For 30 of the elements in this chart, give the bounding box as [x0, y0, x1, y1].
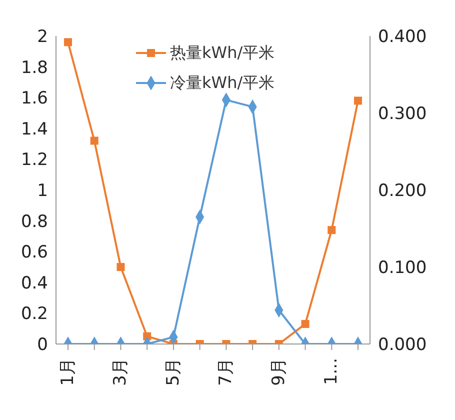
- y-tick-label: 1: [37, 181, 48, 202]
- y-tick-label: 1.6: [20, 88, 48, 109]
- y2-tick-label: 0.200: [378, 181, 427, 202]
- x-tick-label: 3月: [110, 358, 131, 386]
- x-tick-label: 7月: [216, 358, 236, 386]
- y2-tick-label: 0.400: [378, 27, 427, 48]
- y-tick-label: 0.2: [20, 304, 48, 324]
- y-tick-label: 0: [37, 335, 48, 356]
- y2-tick-label: 0.100: [378, 258, 427, 278]
- y-tick-label: 1.4: [20, 119, 48, 140]
- x-tick-label: 1...: [322, 358, 342, 386]
- point: [90, 136, 98, 145]
- point: [328, 226, 336, 234]
- x-tick-label: 5月: [163, 358, 184, 386]
- y-tick-label: 0.6: [20, 242, 48, 263]
- point: [301, 320, 310, 328]
- legend-label: 冷量kWh/平米: [170, 72, 275, 94]
- y-tick-label: 2: [37, 27, 48, 48]
- point: [354, 96, 362, 105]
- y-tick-label: 0.4: [20, 273, 48, 294]
- point: [64, 38, 72, 46]
- y2-tick-label: 0.000: [378, 335, 427, 356]
- legend-label: 热量kWh/平米: [170, 42, 275, 64]
- x-tick-label: 1月: [58, 358, 78, 386]
- y-tick-label: 1.2: [20, 150, 48, 170]
- y2-tick-label: 0.300: [378, 104, 427, 124]
- x-tick-label: 9月: [268, 358, 289, 386]
- y-tick-label: 1.8: [20, 58, 48, 78]
- y-tick-label: 0.8: [20, 212, 48, 232]
- point: [116, 263, 125, 271]
